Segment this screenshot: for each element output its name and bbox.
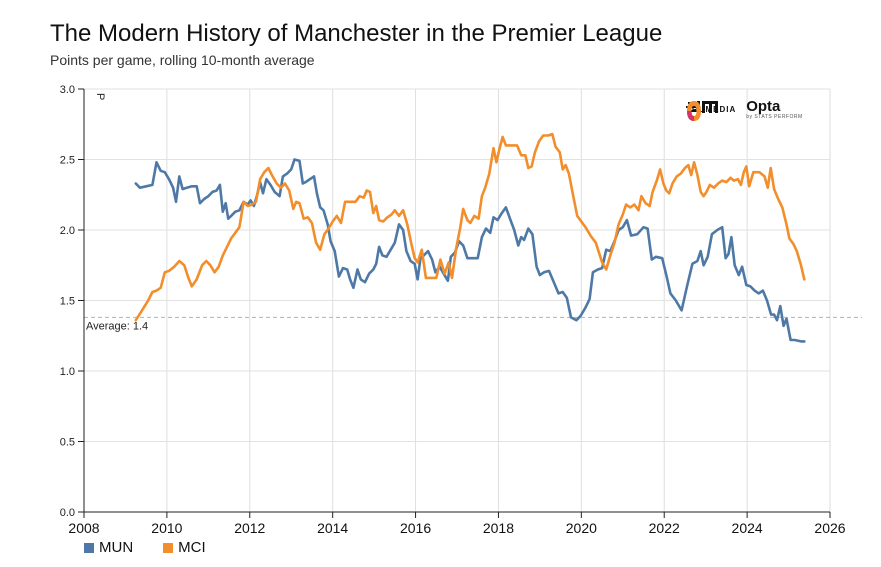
x-tick-label: 2014 [317, 520, 348, 536]
y-tick-label: 2.0 [60, 225, 75, 237]
chart-title: The Modern History of Manchester in the … [50, 20, 663, 47]
legend-label-mun: MUN [99, 539, 134, 556]
x-tick-label: 2010 [151, 520, 182, 536]
x-tick-label: 2018 [483, 520, 514, 536]
x-tick-label: 2020 [566, 520, 597, 536]
average-label: Average: 1.4 [86, 320, 148, 332]
chart-subtitle: Points per game, rolling 10-month averag… [50, 52, 315, 68]
legend-label-mci: MCI [178, 539, 206, 556]
series-lines [134, 132, 806, 343]
legend-item-mun: MUN [84, 539, 133, 556]
y-tick-label: 2.5 [60, 155, 75, 167]
x-tick-label: 2024 [732, 520, 763, 536]
legend-swatch-mun [84, 542, 94, 553]
y-tick-label: 1.0 [60, 366, 75, 378]
y-tick-label: 0.0 [60, 507, 75, 519]
series-line-mci [134, 132, 806, 322]
opta-wordmark: Opta [746, 98, 781, 115]
chart-legend: MUN MCI [84, 539, 206, 556]
opta-subtext: by STATS PERFORM [746, 114, 803, 120]
legend-swatch-mci [163, 542, 174, 553]
axes: 0.0 0.5 1.0 1.5 2.0 2.5 3.0 Average: 1.4 P 2008 20… [60, 84, 846, 536]
y-axis-label: P [94, 93, 106, 100]
logo-group: TRUMEDIA Opta by STATS PERFORM [686, 98, 803, 121]
y-tick-label: 0.5 [60, 437, 75, 449]
grid-lines [84, 88, 862, 512]
x-tick-label: 2012 [234, 520, 265, 536]
x-tick-label: 2026 [814, 520, 845, 536]
opta-logo: Opta by STATS PERFORM [687, 98, 803, 121]
y-tick-label: 3.0 [60, 84, 75, 96]
series-line-mun [134, 158, 806, 343]
x-tick-label: 2016 [400, 520, 431, 536]
x-tick-label: 2022 [649, 520, 680, 536]
opta-mark-icon [687, 101, 701, 121]
x-tick-label: 2008 [68, 520, 99, 536]
legend-item-mci: MCI [163, 539, 206, 556]
y-tick-label: 1.5 [60, 296, 75, 308]
